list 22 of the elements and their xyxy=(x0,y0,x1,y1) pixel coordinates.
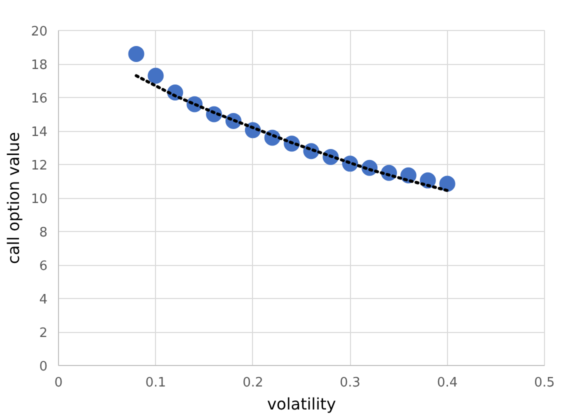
y-axis-title: call option value xyxy=(4,132,23,264)
x-tick-label: 0.5 xyxy=(534,376,555,390)
y-tick-label: 0 xyxy=(39,360,48,374)
y-tick-label: 6 xyxy=(39,259,48,274)
y-tick-label: 4 xyxy=(39,292,48,308)
y-tick-label: 14 xyxy=(30,125,48,140)
y-tick-label: 16 xyxy=(30,92,48,106)
point xyxy=(439,176,456,192)
y-tick-label: 8 xyxy=(39,226,48,240)
x-tick-label: 0.2 xyxy=(242,376,264,390)
x-axis-title: volatility xyxy=(267,394,336,414)
y-tick-label: 18 xyxy=(30,58,48,73)
x-tick-label: 0.1 xyxy=(145,376,166,390)
point xyxy=(128,46,144,62)
x-tick-label: 0.4 xyxy=(436,376,458,390)
y-tick-label: 10 xyxy=(30,192,48,207)
y-tick-label: 12 xyxy=(30,158,48,174)
y-tick-label: 20 xyxy=(30,24,48,40)
point xyxy=(148,68,164,84)
x-tick-label: 0.3 xyxy=(340,376,360,390)
y-tick-label: 2 xyxy=(39,326,48,341)
x-tick-label: 0 xyxy=(54,376,63,390)
